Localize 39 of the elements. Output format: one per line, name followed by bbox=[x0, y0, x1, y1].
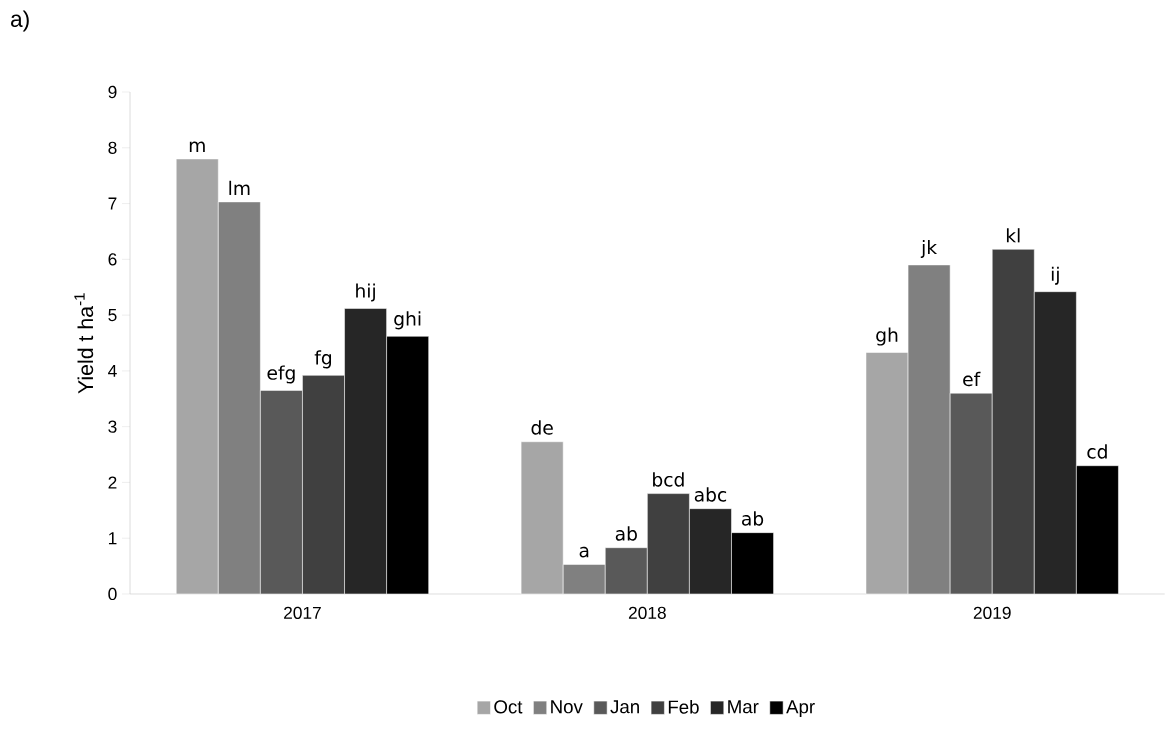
y-tick-label: 9 bbox=[108, 85, 117, 99]
legend-label: Jan bbox=[610, 700, 639, 714]
data-label: kl bbox=[1006, 228, 1020, 243]
data-label: de bbox=[531, 420, 553, 435]
x-tick-label: 2018 bbox=[628, 606, 666, 619]
data-label: jk bbox=[920, 239, 938, 258]
legend-label: Mar bbox=[728, 700, 759, 714]
legend-label: Oct bbox=[494, 700, 523, 714]
y-tick-label: 2 bbox=[108, 476, 117, 489]
data-label: ghi bbox=[394, 311, 421, 330]
y-tick-label: 1 bbox=[108, 532, 117, 545]
y-tick-label: 3 bbox=[108, 420, 117, 433]
data-label: cd bbox=[1087, 444, 1107, 459]
data-label: bcd bbox=[653, 472, 684, 487]
x-tick-label: 2017 bbox=[284, 606, 321, 619]
legend-label: Apr bbox=[786, 700, 815, 718]
data-label: hij bbox=[356, 283, 375, 302]
data-label: ab bbox=[742, 511, 764, 526]
data-label: fg bbox=[314, 350, 332, 369]
legend-label: Nov bbox=[551, 700, 583, 714]
x-tick-label: 2019 bbox=[973, 606, 1011, 619]
text: a) bbox=[11, 10, 29, 32]
y-tick-label: 7 bbox=[108, 197, 117, 210]
data-label: m bbox=[189, 141, 205, 152]
data-label: efg bbox=[267, 365, 295, 384]
y-axis-title: Yield t ha$^{-1}$ bbox=[74, 293, 94, 394]
y-tick-label: 8 bbox=[108, 141, 117, 154]
data-label: ab bbox=[615, 526, 637, 541]
y-tick-label: 0 bbox=[108, 587, 117, 601]
y-tick-label: 5 bbox=[108, 309, 117, 322]
data-label: abc bbox=[694, 487, 727, 502]
y-tick-label: 4 bbox=[108, 364, 117, 377]
data-label: a bbox=[579, 546, 589, 558]
data-label: lm bbox=[229, 180, 250, 195]
data-label: ij bbox=[1051, 266, 1059, 285]
data-label: gh bbox=[876, 327, 898, 346]
data-label: ef bbox=[963, 371, 981, 387]
y-tick-label: 6 bbox=[108, 253, 117, 266]
legend-label: Feb bbox=[668, 699, 699, 714]
